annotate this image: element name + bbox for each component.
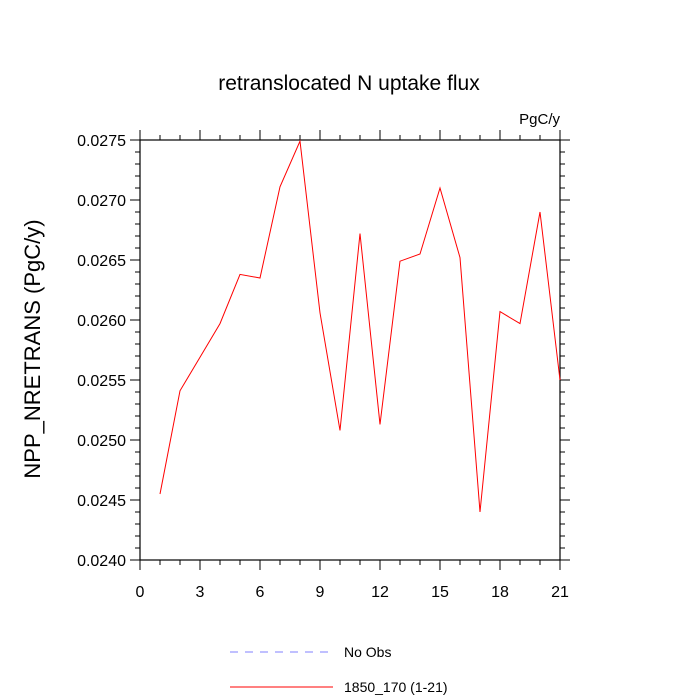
plot-frame (139, 139, 561, 561)
axis-tick-labels: 0 3 6 9 12 15 18 21 0.0240 0.0245 0.0250 0.0255 0.02… (77, 133, 569, 601)
y-tick-label: 0.0240 (77, 553, 126, 570)
x-tick-label: 12 (371, 584, 389, 601)
series-line (159, 139, 561, 513)
legend-label: 1850_170 (1-21) (344, 679, 448, 695)
x-tick-label: 0 (136, 584, 145, 601)
y-tick-label: 0.0265 (77, 253, 126, 270)
units-label: PgC/y (519, 111, 560, 128)
x-tick-label: 3 (196, 584, 205, 601)
x-tick-label: 9 (316, 584, 325, 601)
x-tick-label: 21 (551, 584, 569, 601)
y-tick-label: 0.0275 (77, 133, 126, 150)
y-tick-label: 0.0260 (77, 313, 126, 330)
series-lines (159, 139, 561, 513)
y-axis-label: NPP_NRETRANS (PgC/y) (20, 219, 45, 478)
chart-title: retranslocated N uptake flux (218, 72, 480, 95)
x-tick-label: 6 (256, 584, 265, 601)
x-tick-label: 18 (491, 584, 509, 601)
legend-label: No Obs (344, 644, 391, 660)
x-tick-label: 15 (431, 584, 449, 601)
axis-ticks (130, 130, 570, 570)
y-tick-label: 0.0255 (77, 373, 126, 390)
y-tick-label: 0.0250 (77, 433, 126, 450)
legend: No Obs 1850_170 (1-21) (230, 644, 448, 695)
y-tick-label: 0.0245 (77, 493, 126, 510)
y-tick-label: 0.0270 (77, 193, 126, 210)
